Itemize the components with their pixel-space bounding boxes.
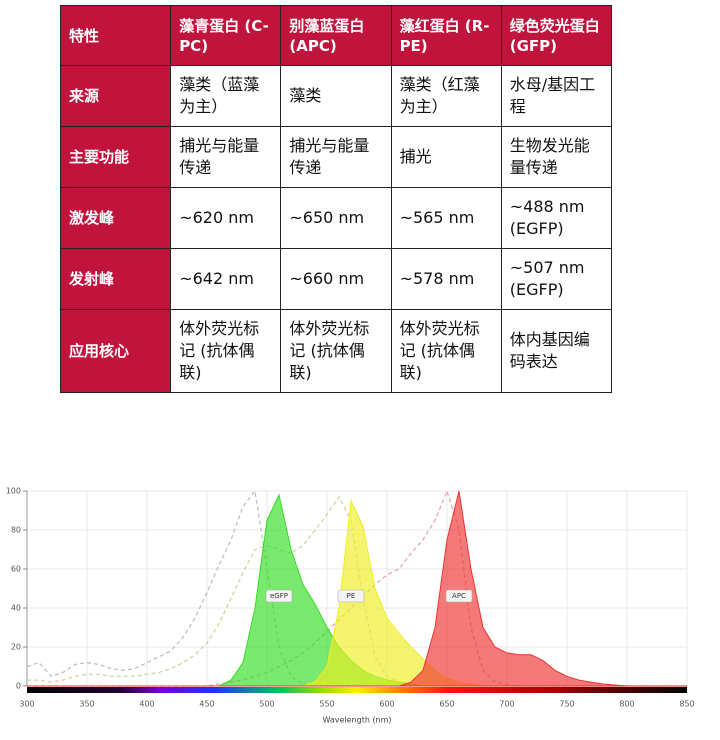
x-tick-label: 500 bbox=[259, 700, 274, 709]
y-tick-label: 40 bbox=[11, 604, 21, 613]
table-row: 应用核心 体外荧光标记 (抗体偶联) 体外荧光标记 (抗体偶联) 体外荧光标记 (抗体… bbox=[59, 309, 613, 393]
header-cell: 特性 bbox=[59, 5, 172, 66]
x-tick-label: 350 bbox=[79, 700, 94, 709]
table-cell: 捕光 bbox=[390, 126, 502, 188]
header-row: 特性 藻青蛋白 (C-PC) 别藻蓝蛋白 (APC) 藻红蛋白 (R-PE) 绿色荧光蛋… bbox=[59, 5, 613, 66]
x-tick-label: 400 bbox=[139, 700, 154, 709]
y-tick-label: 20 bbox=[11, 643, 21, 652]
table-cell: ~650 nm bbox=[280, 187, 392, 249]
table-cell: ~507 nm (EGFP) bbox=[500, 248, 613, 310]
series-label-box bbox=[337, 589, 365, 603]
y-tick-label: 100 bbox=[6, 487, 21, 496]
row-header: 激发峰 bbox=[59, 187, 172, 249]
table-cell: 藻类（蓝藻为主） bbox=[170, 65, 282, 127]
x-tick-label: 550 bbox=[319, 700, 334, 709]
table-cell: ~642 nm bbox=[170, 248, 282, 310]
table-cell: 生物发光能量传递 bbox=[500, 126, 613, 188]
row-header: 主要功能 bbox=[59, 126, 172, 188]
x-tick-label: 600 bbox=[379, 700, 394, 709]
x-tick-label: 850 bbox=[679, 700, 694, 709]
series-label-box bbox=[265, 589, 293, 603]
comparison-table: 特性 藻青蛋白 (C-PC) 别藻蓝蛋白 (APC) 藻红蛋白 (R-PE) 绿色荧光蛋… bbox=[59, 5, 613, 393]
table-cell: 藻类 bbox=[280, 65, 392, 127]
table-row: 激发峰 ~620 nm ~650 nm ~565 nm ~488 nm (EGFP) bbox=[59, 187, 613, 249]
table-cell: 体内基因编码表达 bbox=[500, 309, 613, 393]
table-row: 发射峰 ~642 nm ~660 nm ~578 nm ~507 nm (EGFP) bbox=[59, 248, 613, 310]
series-label: eGFP bbox=[270, 592, 288, 600]
table-cell: 体外荧光标记 (抗体偶联) bbox=[390, 309, 502, 393]
table-cell: 体外荧光标记 (抗体偶联) bbox=[170, 309, 282, 393]
series-label: APC bbox=[452, 592, 466, 600]
x-axis-label: Wavelength (nm) bbox=[322, 716, 391, 725]
table-cell: 藻类（红藻为主） bbox=[390, 65, 502, 127]
table-cell: ~578 nm bbox=[390, 248, 502, 310]
table-cell: ~488 nm (EGFP) bbox=[500, 187, 613, 249]
row-header: 来源 bbox=[59, 65, 172, 127]
x-tick-label: 700 bbox=[499, 700, 514, 709]
emission-area bbox=[27, 490, 687, 687]
table-cell: ~565 nm bbox=[390, 187, 502, 249]
table-cell: ~620 nm bbox=[170, 187, 282, 249]
table-cell: 捕光与能量传递 bbox=[280, 126, 392, 188]
table-cell: 捕光与能量传递 bbox=[170, 126, 282, 188]
table-row: 来源 藻类（蓝藻为主） 藻类 藻类（红藻为主） 水母/基因工程 bbox=[59, 65, 613, 127]
row-header: 应用核心 bbox=[59, 309, 172, 393]
table-cell: 体外荧光标记 (抗体偶联) bbox=[280, 309, 392, 393]
y-tick-label: 0 bbox=[16, 682, 21, 691]
header-cell: 藻红蛋白 (R-PE) bbox=[390, 5, 502, 66]
x-tick-label: 650 bbox=[439, 700, 454, 709]
x-tick-label: 800 bbox=[619, 700, 634, 709]
x-tick-label: 450 bbox=[199, 700, 214, 709]
spectrum-bar bbox=[27, 687, 687, 693]
table-cell: ~660 nm bbox=[280, 248, 392, 310]
y-tick-label: 60 bbox=[11, 565, 21, 574]
header-cell: 绿色荧光蛋白 (GFP) bbox=[500, 5, 613, 66]
header-cell: 别藻蓝蛋白 (APC) bbox=[280, 5, 392, 66]
series-label: PE bbox=[347, 592, 356, 600]
table-cell: 水母/基因工程 bbox=[500, 65, 613, 127]
table-row: 主要功能 捕光与能量传递 捕光与能量传递 捕光 生物发光能量传递 bbox=[59, 126, 613, 188]
y-tick-label: 80 bbox=[11, 526, 21, 535]
header-cell: 藻青蛋白 (C-PC) bbox=[170, 5, 282, 66]
x-tick-label: 300 bbox=[19, 700, 34, 709]
x-tick-label: 750 bbox=[559, 700, 574, 709]
row-header: 发射峰 bbox=[59, 248, 172, 310]
series-label-box bbox=[445, 589, 473, 603]
